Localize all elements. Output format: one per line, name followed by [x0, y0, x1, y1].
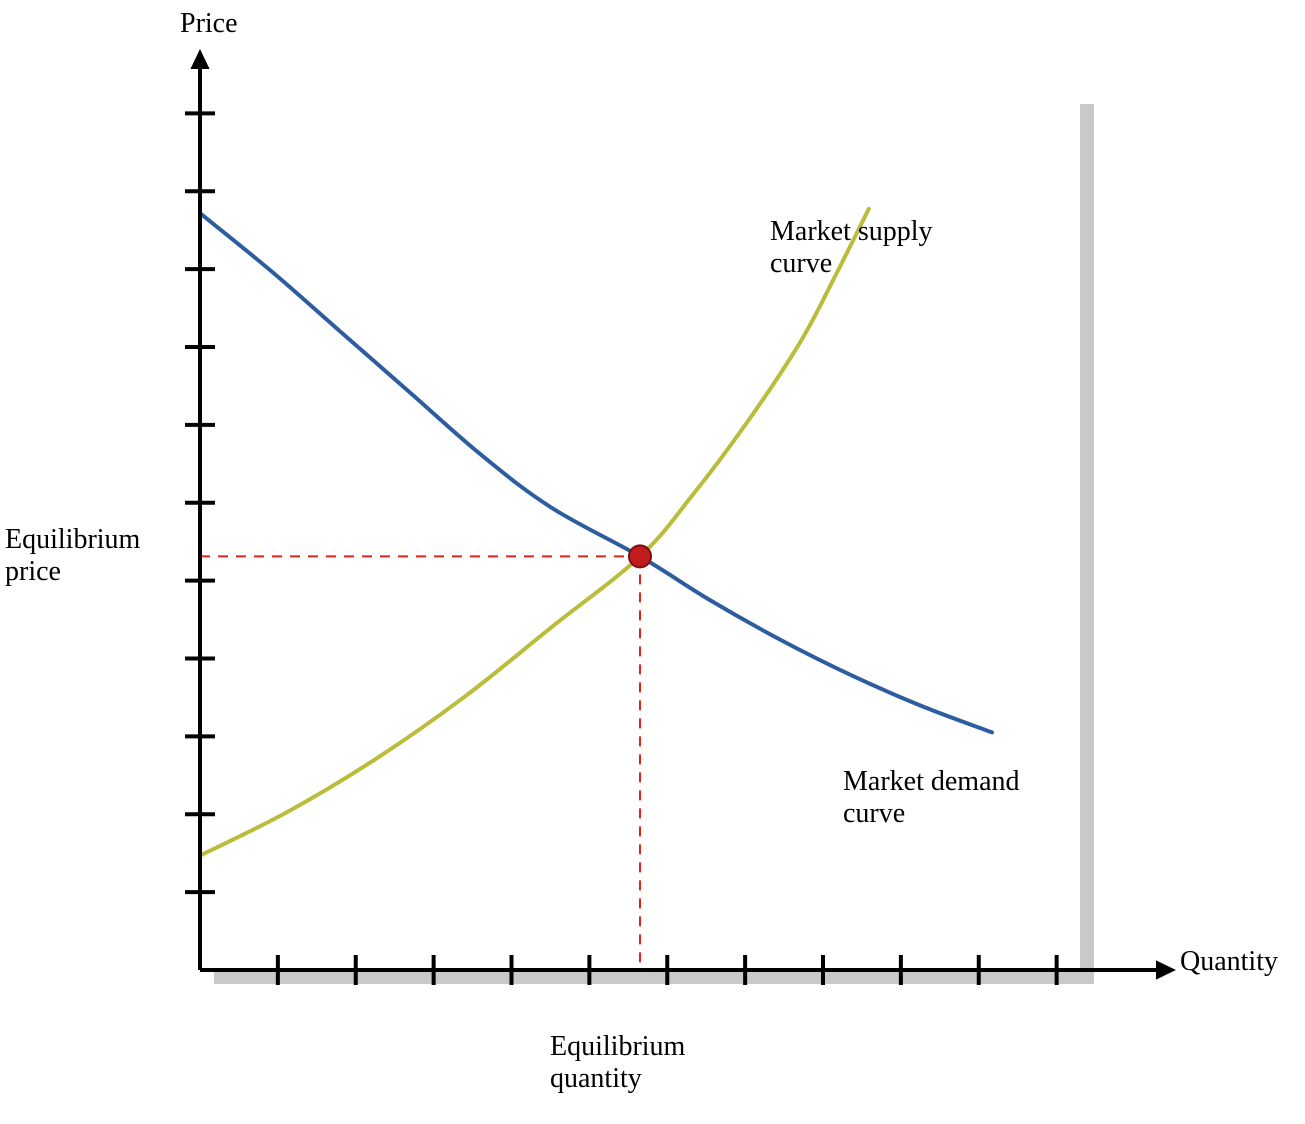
equilibrium-quantity-label: Equilibriumquantity [550, 1031, 686, 1094]
chart-wrapper: Price Quantity Equilibriumprice Equilibrium… [0, 0, 1305, 1124]
x-axis-arrow [1156, 960, 1176, 979]
equilibrium-price-label: Equilibriumprice [5, 524, 141, 587]
y-axis-label: Price [180, 8, 238, 39]
x-axis-label: Quantity [1180, 946, 1278, 977]
supply-demand-chart: Price Quantity Equilibriumprice Equilibrium… [0, 0, 1305, 1124]
y-axis-arrow [190, 49, 209, 69]
equilibrium-point [629, 545, 651, 567]
